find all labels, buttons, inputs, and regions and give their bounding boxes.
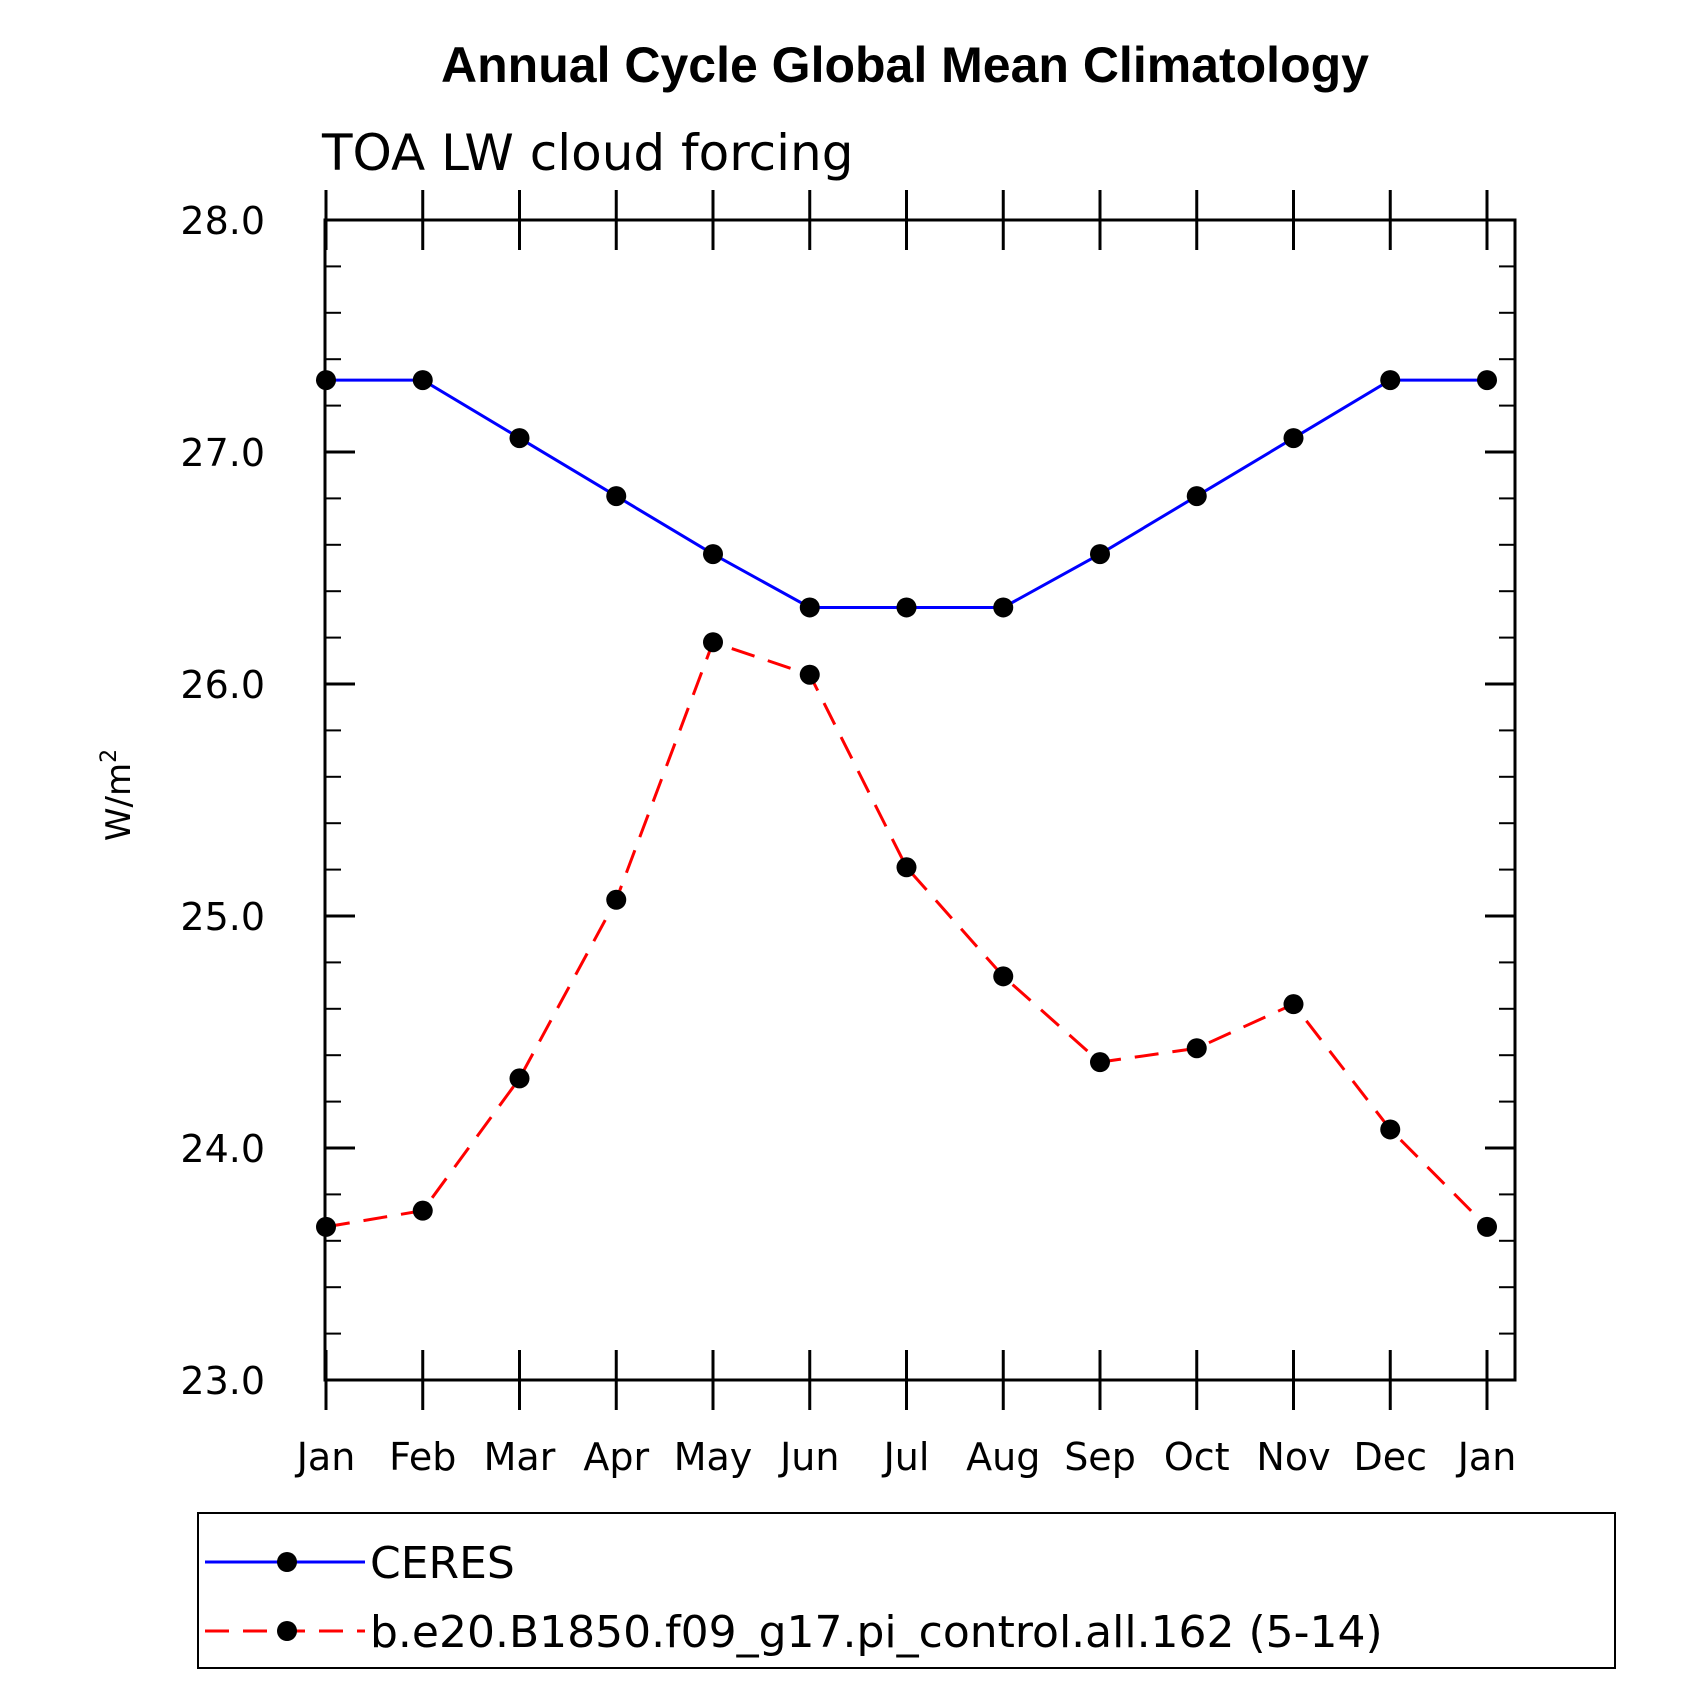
legend-marker (277, 1621, 297, 1641)
data-point (1380, 370, 1401, 391)
x-tick-label: Jul (882, 1435, 930, 1479)
data-point (412, 1200, 433, 1221)
data-point (1090, 1052, 1110, 1073)
chart-title: Annual Cycle Global Mean Climatology (441, 37, 1369, 93)
series-line (326, 378, 1487, 609)
data-point (799, 664, 820, 685)
x-tick-label: Dec (1353, 1435, 1427, 1479)
series-line (325, 640, 1489, 1229)
data-point (1283, 994, 1304, 1015)
data-point (1477, 1216, 1497, 1237)
legend: CERES b.e20.B1850.f09_g17.pi_control.all.… (197, 1512, 1616, 1669)
y-axis-label-text: W/m2 (97, 749, 139, 841)
x-tick-label: Jun (778, 1435, 839, 1479)
legend-label: CERES (370, 1538, 515, 1589)
data-point (412, 370, 433, 391)
y-tick-label: 27.0 (180, 431, 265, 475)
data-point (509, 1068, 530, 1089)
x-tick-label: Apr (583, 1435, 649, 1479)
data-point (703, 632, 723, 653)
y-tick-label: 23.0 (180, 1359, 265, 1403)
data-point (1380, 1119, 1401, 1140)
x-tick-label: Jan (295, 1435, 356, 1479)
legend-box (197, 1512, 1616, 1669)
y-tick-label: 24.0 (180, 1127, 265, 1171)
data-point (1186, 486, 1207, 507)
data-point (509, 428, 530, 449)
data-point (896, 597, 917, 618)
data-point (1283, 428, 1304, 449)
plot-frame (323, 218, 1517, 1382)
x-tick-label: Mar (484, 1435, 556, 1479)
legend-label: b.e20.B1850.f09_g17.pi_control.all.162 (… (370, 1607, 1383, 1658)
data-point (316, 1216, 336, 1237)
data-point (1090, 544, 1110, 565)
data-point (606, 889, 627, 910)
x-tick-label: Feb (389, 1435, 456, 1479)
x-tick-label: May (674, 1435, 753, 1479)
data-point (703, 544, 723, 565)
data-point (993, 966, 1014, 987)
data-point (799, 597, 820, 618)
data-point (896, 857, 917, 878)
y-tick-label: 26.0 (180, 663, 265, 707)
chart-subtitle: TOA LW cloud forcing (321, 124, 853, 182)
x-tick-label: Sep (1064, 1435, 1136, 1479)
x-tick-label: Nov (1256, 1435, 1330, 1479)
x-tick-label: Oct (1164, 1435, 1230, 1479)
data-point (1477, 370, 1497, 391)
x-tick-label: Aug (966, 1435, 1040, 1479)
y-tick-label: 28.0 (180, 199, 265, 243)
data-point (993, 597, 1014, 618)
y-axis-label: W/m2 (97, 749, 139, 841)
data-point (1186, 1038, 1207, 1059)
legend-marker (277, 1552, 297, 1572)
x-tick-label: Jan (1456, 1435, 1517, 1479)
y-tick-label: 25.0 (180, 895, 265, 939)
data-point (606, 486, 627, 507)
data-point (316, 370, 336, 391)
